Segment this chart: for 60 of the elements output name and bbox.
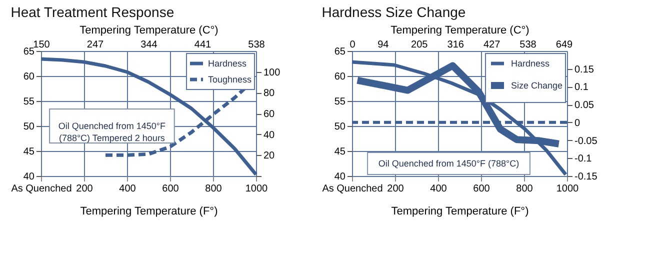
y-tick-label: 45 — [334, 146, 346, 158]
y-tick-label: 50 — [23, 122, 35, 132]
x-tick-label: 200 — [76, 184, 94, 194]
legend-label: Size Change — [511, 80, 563, 90]
x2-tick-label: 94 — [378, 40, 390, 50]
y-tick-label: 60 — [334, 72, 346, 82]
x-tick-label: 400 — [430, 184, 448, 194]
x2-tick-label: 316 — [447, 40, 464, 50]
legend-label: Toughness — [208, 74, 252, 84]
x2-tick-label: 441 — [194, 40, 212, 50]
x-tick-label: 800 — [516, 184, 534, 194]
y-tick-label: 65 — [23, 46, 35, 58]
y-tick-label: 60 — [23, 72, 35, 82]
x-tick-label: 200 — [387, 184, 404, 194]
x-tick-label: 600 — [473, 184, 490, 194]
x-axis-title: Tempering Temperature (F°) — [80, 206, 218, 218]
x-tick-label: 1000 — [245, 184, 268, 194]
x2-tick-label: 0 — [350, 40, 356, 50]
x2-tick-label: 427 — [483, 40, 501, 50]
y-tick-label: 55 — [23, 96, 35, 108]
chart-title: Hardness Size Change — [322, 4, 466, 20]
x2-tick-label: 538 — [248, 40, 266, 50]
y2-tick-label: 40 — [264, 130, 276, 141]
x-tick-label: As Quenched — [322, 184, 383, 194]
x2-tick-label: 247 — [86, 40, 104, 50]
x-tick-label: As Quenched — [11, 184, 72, 194]
x2-tick-label: 344 — [140, 40, 158, 50]
y2-tick-label: 20 — [264, 150, 276, 162]
x-tick-label: 1000 — [556, 184, 580, 194]
x2-axis-title: Tempering Temperature (C°) — [80, 24, 218, 36]
x-tick-label: 800 — [205, 184, 222, 194]
y-tick-label: 50 — [334, 122, 346, 132]
x2-tick-label: 205 — [411, 40, 428, 50]
x2-tick-label: 150 — [33, 40, 50, 50]
legend-label: Hardness — [208, 58, 248, 68]
y2-tick-label: 60 — [264, 109, 276, 120]
x-tick-label: 400 — [119, 184, 136, 194]
x-axis-title: Tempering Temperature (F°) — [391, 206, 529, 218]
y2-tick-label: -0.05 — [574, 136, 598, 147]
annotation: Oil Quenched from 1450°F (788°C) — [378, 158, 520, 168]
chart-title: Heat Treatment Response — [10, 4, 174, 20]
x2-tick-label: 538 — [520, 40, 537, 50]
y2-tick-label: 100 — [264, 67, 281, 78]
y2-tick-label: 0.15 — [574, 64, 594, 76]
y-tick-label: 65 — [334, 46, 346, 58]
y2-tick-label: -0.1 — [574, 154, 592, 165]
y-tick-label: 40 — [23, 172, 35, 182]
annotation: Oil Quenched from 1450°F (788°C) Tempered 2 hours — [58, 121, 166, 143]
x-tick-label: 600 — [162, 184, 180, 194]
y-tick-label: 45 — [23, 146, 35, 158]
y2-tick-label: 0 — [574, 118, 580, 129]
legend-label: Hardness — [511, 58, 550, 68]
x2-axis-title: Tempering Temperature (C°) — [390, 24, 530, 36]
y-tick-label: 55 — [334, 96, 346, 108]
y-tick-label: 40 — [334, 172, 346, 182]
y2-tick-label: 0.1 — [574, 82, 589, 94]
y2-tick-label: 0.05 — [574, 100, 594, 112]
y2-tick-label: 80 — [264, 88, 276, 100]
y2-tick-label: -0.15 — [574, 172, 598, 182]
x2-tick-label: 649 — [556, 40, 574, 50]
